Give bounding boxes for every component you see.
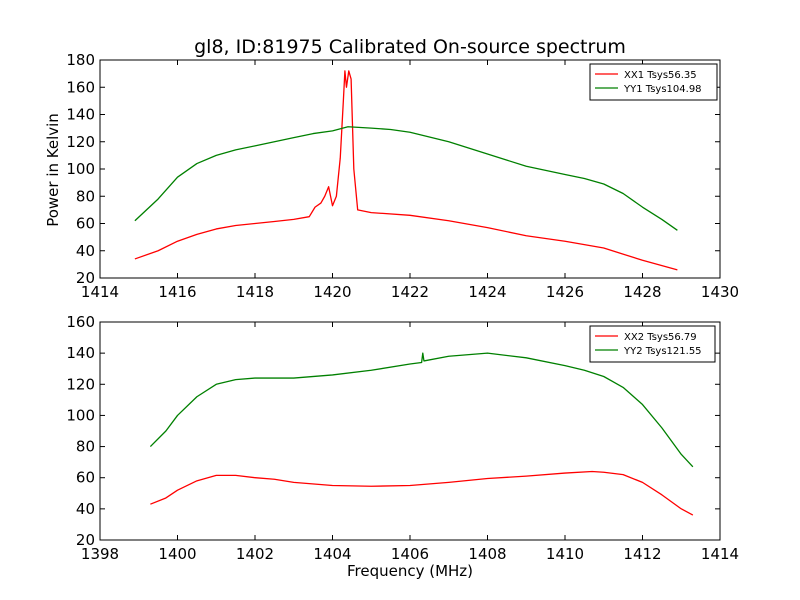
- y-tick-label: 140: [66, 106, 95, 124]
- y-tick-label: 120: [66, 133, 95, 151]
- x-tick-label: 1414: [81, 283, 119, 301]
- y-tick-label: 60: [76, 469, 95, 487]
- y-tick-label: 80: [76, 438, 95, 456]
- series-line-2: [149, 352, 694, 468]
- x-tick-label: 1420: [313, 283, 351, 301]
- bottom-subplot: 1398 1400 1402 1404 1406 1408 1410 1412 1414 20 40…: [66, 313, 739, 563]
- bottom-x-axis-label: Frequency (MHz): [347, 562, 473, 580]
- y-tick-label: 40: [76, 500, 95, 518]
- x-tick-label: 1418: [236, 283, 274, 301]
- x-tick-label: 1402: [236, 545, 274, 563]
- x-tick-label: 1412: [623, 545, 661, 563]
- x-tick-label: 1406: [391, 545, 429, 563]
- legend: XX1 Tsys56.35 YY1 Tsys104.98: [589, 63, 718, 101]
- legend-label: YY2 Tsys121.55: [623, 346, 702, 357]
- series-line-1: [134, 70, 678, 271]
- legend-box: [589, 325, 716, 363]
- y-tick-label: 160: [66, 78, 95, 96]
- y-tick-label: 100: [66, 160, 95, 178]
- y-tick-label: 20: [76, 531, 95, 549]
- x-tick-label: 1426: [546, 283, 584, 301]
- x-tick-label: 1398: [81, 545, 119, 563]
- x-tick-label: 1422: [391, 283, 429, 301]
- y-tick-label: 100: [66, 406, 95, 424]
- legend: XX2 Tsys56.79 YY2 Tsys121.55: [589, 325, 716, 363]
- y-tick-label: 40: [76, 242, 95, 260]
- x-tick-label: 1428: [623, 283, 661, 301]
- x-tick-label: 1424: [468, 283, 506, 301]
- x-tick-label: 1408: [468, 545, 506, 563]
- legend-box: [589, 63, 718, 101]
- x-tick-label: 1430: [701, 283, 739, 301]
- legend-label: YY1 Tsys104.98: [623, 84, 702, 95]
- y-tick-label: 160: [66, 313, 95, 331]
- x-tick-label: 1414: [701, 545, 739, 563]
- y-tick-label: 80: [76, 187, 95, 205]
- y-tick-label: 140: [66, 344, 95, 362]
- x-tick-label: 1400: [158, 545, 196, 563]
- chart-title: gl8, ID:81975 Calibrated On-source spect…: [194, 36, 626, 58]
- y-tick-label: 180: [66, 51, 95, 69]
- legend-label: XX2 Tsys56.79: [624, 332, 697, 343]
- y-tick-label: 60: [76, 215, 95, 233]
- x-tick-label: 1410: [546, 545, 584, 563]
- legend-label: XX1 Tsys56.35: [624, 70, 697, 81]
- y-tick-label: 20: [76, 269, 95, 287]
- series-line-2: [134, 126, 678, 231]
- top-subplot: 1414 1416 1418 1420 1422 1424 1426 1428 1430 20 40…: [66, 51, 739, 301]
- y-tick-label: 120: [66, 375, 95, 393]
- top-y-axis-label: Power in Kelvin: [44, 113, 62, 227]
- x-tick-label: 1404: [313, 545, 351, 563]
- x-tick-label: 1416: [158, 283, 196, 301]
- series-line-1: [150, 470, 694, 516]
